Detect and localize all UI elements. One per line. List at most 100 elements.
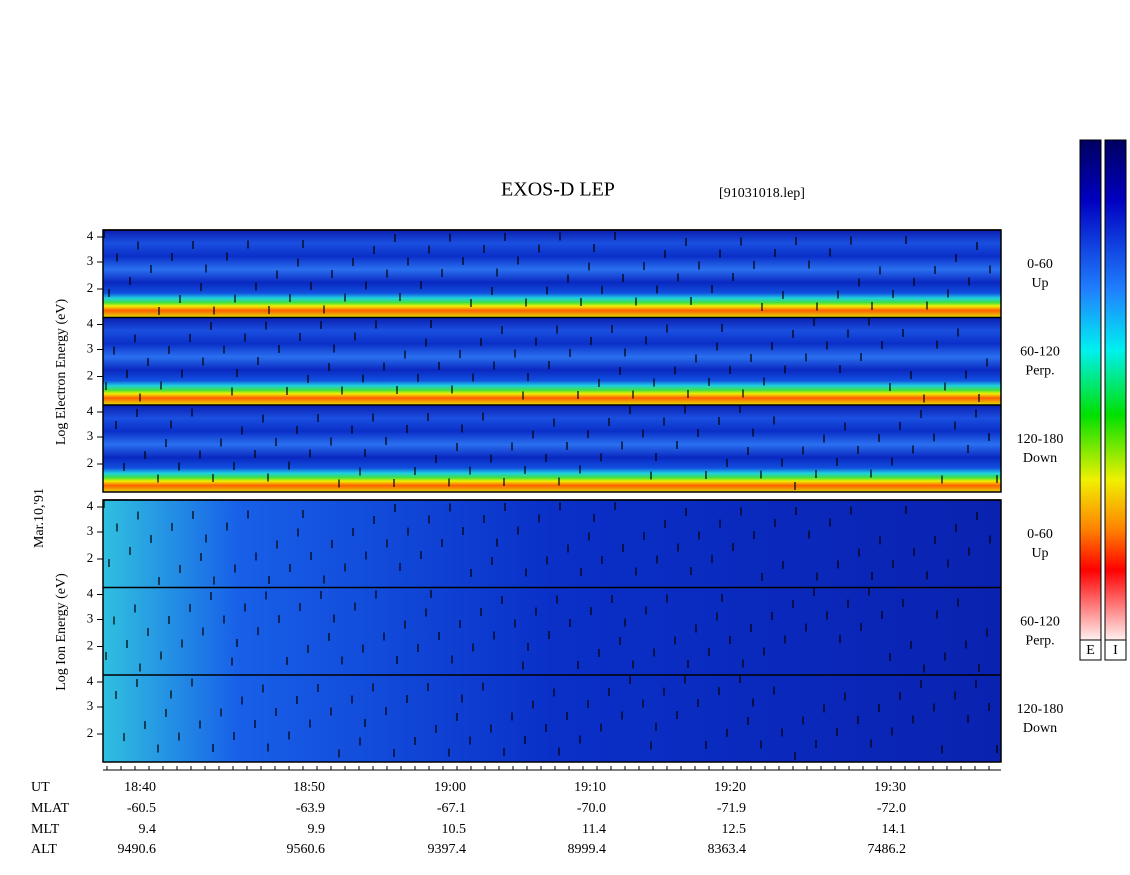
noise [210, 592, 212, 600]
noise [354, 332, 356, 341]
noise [878, 434, 880, 442]
noise [808, 530, 810, 539]
noise [913, 278, 915, 286]
noise [202, 627, 204, 636]
noise [220, 438, 222, 447]
noise [687, 660, 689, 668]
noise [522, 391, 524, 400]
noise [739, 405, 741, 413]
noise [158, 307, 160, 315]
noise [967, 445, 969, 453]
row-value: 9.4 [139, 822, 157, 837]
title: EXOS-D LEP [501, 179, 615, 201]
row-value: -71.9 [717, 801, 746, 816]
noise [461, 424, 463, 433]
noise [425, 338, 427, 347]
noise [302, 510, 304, 518]
noise [624, 618, 626, 627]
noise [414, 467, 416, 475]
noise [622, 544, 624, 552]
noise [719, 519, 721, 528]
noise [302, 240, 304, 248]
noise [600, 453, 602, 462]
noise [449, 233, 451, 242]
noise [372, 413, 374, 422]
noise [870, 739, 872, 748]
noise [645, 336, 647, 345]
noise [795, 507, 797, 515]
row-value: -72.0 [877, 801, 906, 816]
noise [857, 446, 859, 454]
noise [113, 346, 115, 355]
row-value: 18:50 [293, 780, 325, 795]
row-value: 14.1 [882, 822, 907, 837]
noise [171, 523, 173, 531]
noise [579, 465, 581, 474]
energy-tick-label: 4 [87, 498, 94, 513]
row-value: 19:30 [874, 780, 906, 795]
noise [944, 382, 946, 391]
energy-tick-label: 2 [87, 367, 94, 382]
row-value: 8363.4 [708, 842, 747, 857]
noise [171, 253, 173, 261]
noise [559, 502, 561, 511]
noise [396, 386, 398, 394]
noise [168, 616, 170, 624]
row-value: -67.1 [437, 801, 466, 816]
noise [558, 477, 560, 486]
noise [794, 482, 796, 490]
spectrogram-panel [103, 405, 1001, 493]
noise [527, 373, 529, 381]
noise [629, 676, 631, 684]
noise [773, 416, 775, 425]
noise [711, 285, 713, 293]
noise [430, 320, 432, 328]
noise [359, 737, 361, 746]
noise [191, 678, 193, 687]
noise [470, 299, 472, 307]
noise [954, 691, 956, 700]
noise [210, 322, 212, 330]
noise [115, 691, 117, 699]
noise [847, 329, 849, 338]
noise [934, 536, 936, 544]
noise [233, 732, 235, 740]
noise [656, 555, 658, 564]
noise [333, 614, 335, 623]
noise [580, 568, 582, 576]
noise [965, 370, 967, 379]
noise [823, 704, 825, 713]
row-value: -63.9 [296, 801, 325, 816]
noise [352, 528, 354, 536]
noise [815, 470, 817, 478]
noise [837, 290, 839, 299]
noise [233, 462, 235, 470]
noise [535, 337, 537, 346]
noise [902, 329, 904, 337]
energy-tick-label: 2 [87, 550, 94, 565]
noise [826, 341, 828, 350]
pitch-range: 60-120 [1020, 345, 1060, 360]
noise [456, 713, 458, 721]
noise [624, 348, 626, 357]
noise [989, 535, 991, 544]
noise [396, 656, 398, 664]
noise [761, 573, 763, 581]
noise [750, 354, 752, 362]
noise [957, 328, 959, 337]
noise [593, 244, 595, 252]
noise [763, 377, 765, 386]
noise [823, 434, 825, 443]
noise [802, 446, 804, 455]
noise [330, 707, 332, 716]
noise [967, 715, 969, 723]
noise [406, 425, 408, 433]
noise [344, 563, 346, 572]
noise [538, 244, 540, 253]
noise [438, 362, 440, 370]
noise [598, 379, 600, 387]
noise [514, 349, 516, 358]
noise [947, 559, 949, 568]
noise [829, 518, 831, 527]
row-value: 7486.2 [868, 842, 907, 857]
